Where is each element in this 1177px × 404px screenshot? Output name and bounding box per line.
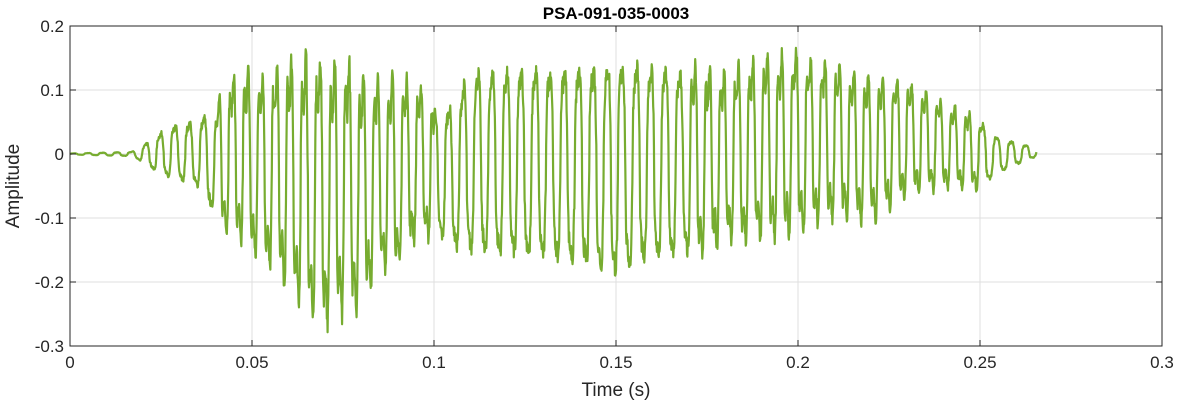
y-tick-label: 0 <box>55 145 64 164</box>
x-tick-label: 0.2 <box>786 353 810 372</box>
y-tick-label: 0.2 <box>40 17 64 36</box>
x-axis-label: Time (s) <box>582 380 651 401</box>
y-tick-label: -0.1 <box>35 209 64 228</box>
chart-title: PSA-091-035-0003 <box>543 4 689 23</box>
x-tick-label: 0.25 <box>963 353 996 372</box>
y-axis-label: Amplitude <box>3 144 24 229</box>
signal-line <box>69 46 1038 334</box>
y-tick-label: -0.3 <box>35 337 64 356</box>
y-tick-label: -0.2 <box>35 273 64 292</box>
x-tick-label: 0.3 <box>1150 353 1174 372</box>
x-tick-label: 0.1 <box>422 353 446 372</box>
x-tick-label: 0.05 <box>235 353 268 372</box>
axis-ticks: 0 0.05 0.1 0.15 0.2 0.25 0.3 -0.3 -0.2 -0.1 0 0.1 0.… <box>35 17 1174 372</box>
x-tick-label: 0.15 <box>599 353 632 372</box>
y-tick-label: 0.1 <box>40 81 64 100</box>
x-tick-label: 0 <box>65 353 74 372</box>
signal-series <box>69 46 1038 334</box>
